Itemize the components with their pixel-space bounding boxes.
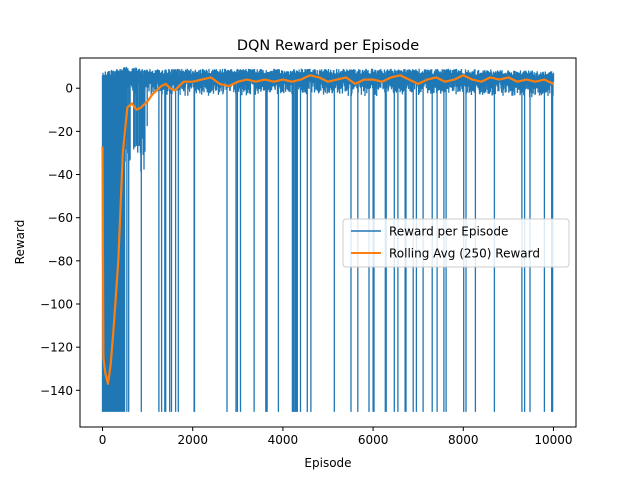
y-tick-label: −60 [48,211,73,225]
y-tick-label: −140 [40,384,73,398]
rolling-avg-series [101,74,554,385]
y-tick-label: −120 [40,341,73,355]
legend-box [342,218,570,268]
legend: Reward per Episode Rolling Avg (250) Rew… [342,218,570,268]
x-tick-label: 0 [99,433,107,447]
x-axis-label: Episode [304,456,351,470]
y-tick-label: −100 [40,298,73,312]
y-axis-ticks: 0 −20 −40 −60 −80 −100 −120 −140 [40,82,80,398]
plot-frame [79,57,577,428]
x-tick-label: 2000 [177,433,208,447]
y-axis-label: Reward [13,220,27,265]
x-tick-label: 6000 [358,433,389,447]
y-tick-label: −20 [48,125,73,139]
legend-label-rolling: Rolling Avg (250) Reward [389,247,540,261]
x-tick-label: 4000 [268,433,299,447]
y-tick-label: −80 [48,254,73,268]
legend-label-reward: Reward per Episode [389,225,508,239]
rolling-avg-line [101,74,554,385]
x-tick-label: 8000 [448,433,479,447]
y-tick-label: −40 [48,168,73,182]
x-axis-ticks: 0 2000 4000 6000 8000 10000 [99,427,573,447]
chart-title: DQN Reward per Episode [237,38,419,54]
y-tick-label: 0 [65,82,73,96]
x-tick-label: 10000 [534,433,572,447]
